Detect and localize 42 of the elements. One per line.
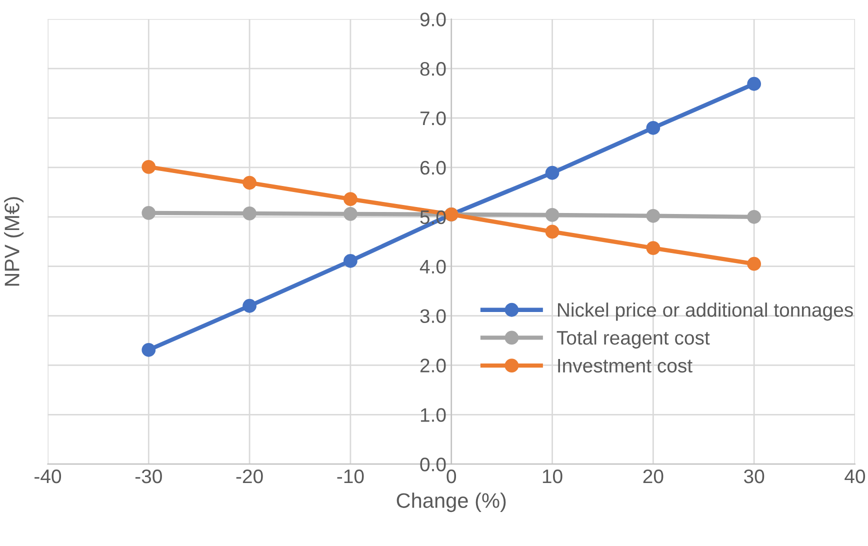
x-axis-title: Change (%)	[396, 492, 506, 512]
point	[545, 208, 560, 222]
y-tick-label: 1.0	[420, 408, 446, 422]
x-tick-label: 10	[542, 469, 562, 484]
x-tick-label: 40	[844, 469, 866, 484]
point	[242, 206, 256, 220]
point	[545, 166, 560, 180]
point	[646, 241, 660, 255]
point	[747, 76, 762, 91]
legend-label: Nickel price or additional tonnages	[558, 302, 853, 321]
point	[646, 120, 660, 135]
point	[142, 342, 156, 357]
y-axis-title: NPV (M€)	[4, 197, 24, 286]
y-tick-label: 2.0	[420, 358, 446, 372]
y-tick-label: 7.0	[420, 111, 446, 126]
y-tick-label: 8.0	[420, 62, 446, 76]
point	[344, 206, 358, 221]
x-tick-label: 0	[446, 469, 456, 484]
y-tick-label: 9.0	[420, 12, 446, 26]
x-tick-label: -20	[236, 469, 263, 484]
y-tick-label: 5.0	[420, 210, 446, 224]
x-tick-label: -40	[34, 469, 62, 484]
point	[747, 256, 762, 271]
point	[747, 210, 762, 224]
point	[545, 224, 560, 239]
x-tick-label: -30	[135, 469, 162, 484]
point	[142, 160, 156, 174]
point	[344, 254, 358, 268]
y-tick-label: 4.0	[420, 260, 446, 274]
point	[646, 208, 660, 223]
point	[344, 192, 358, 206]
point	[242, 176, 256, 190]
legend-label: Total reagent cost	[556, 330, 710, 349]
point	[242, 298, 256, 313]
y-tick-label: 0.0	[420, 458, 446, 472]
x-tick-label: -10	[337, 469, 364, 484]
x-tick-label: 20	[643, 469, 664, 484]
x-tick-label: 30	[744, 469, 764, 484]
legend-label: Investment cost	[558, 359, 692, 373]
point	[142, 206, 156, 220]
y-tick-label: 3.0	[420, 309, 446, 324]
y-tick-label: 6.0	[420, 160, 446, 175]
